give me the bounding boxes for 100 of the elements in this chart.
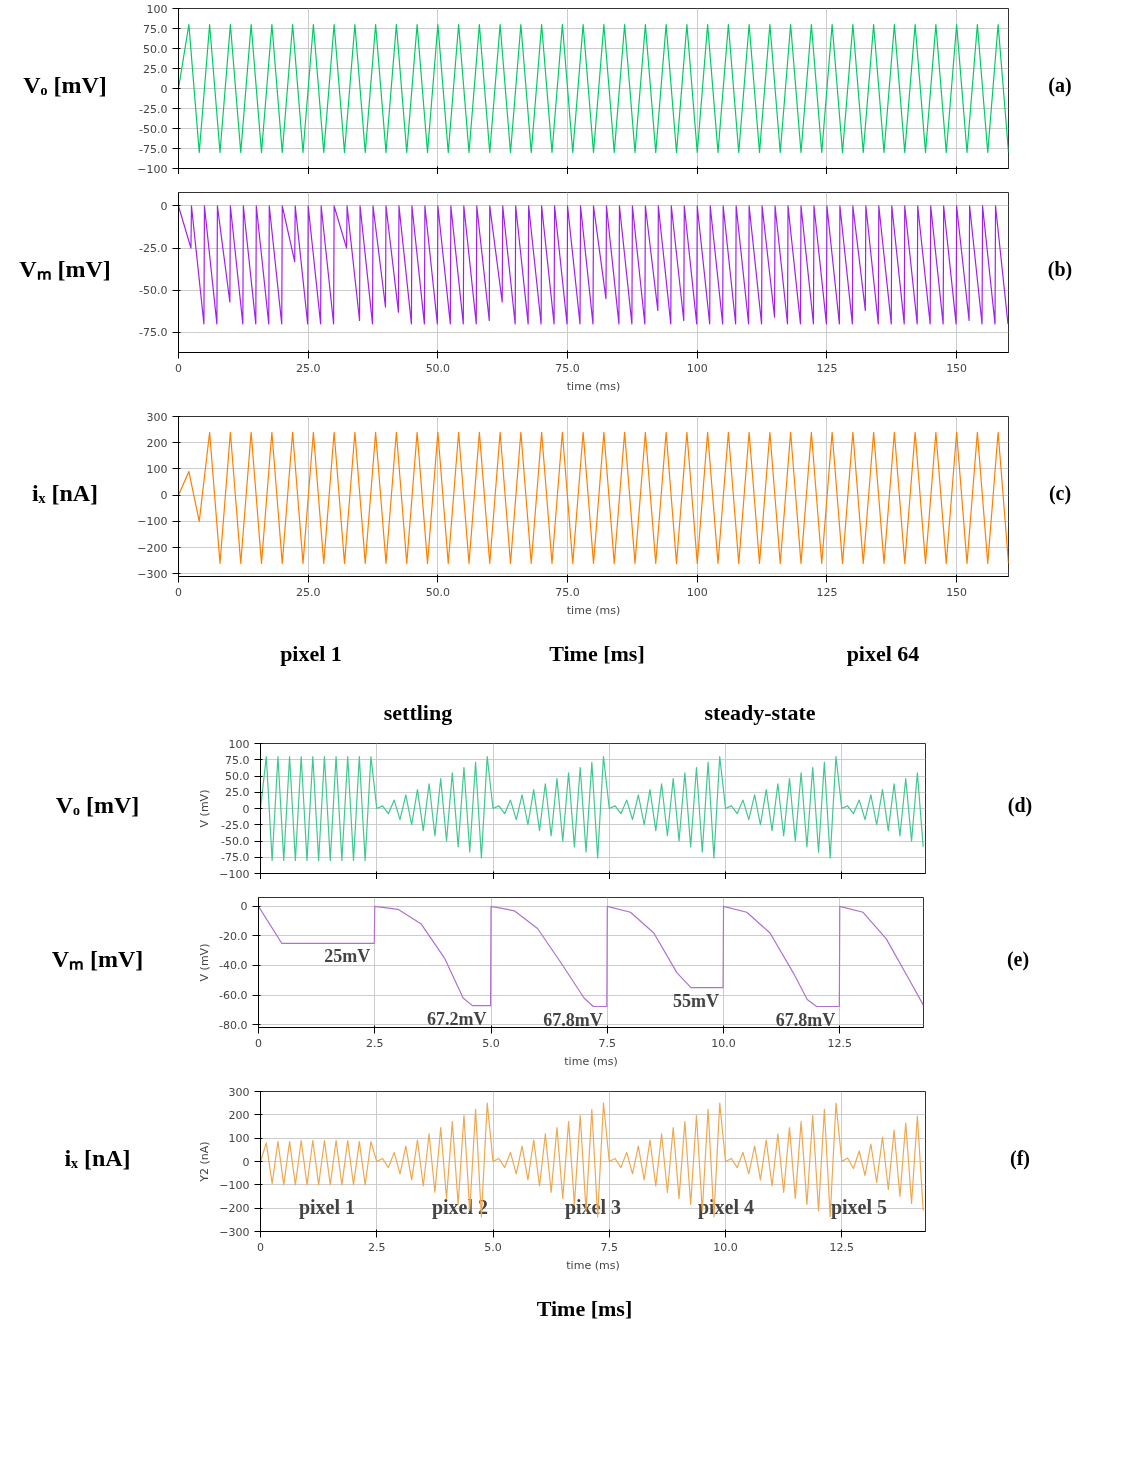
text: Time [ms] bbox=[549, 640, 645, 668]
y-tick-label: −200 bbox=[137, 541, 168, 555]
annotation: pixel 5 bbox=[830, 1195, 888, 1219]
y-tick-label: -25.0 bbox=[221, 818, 250, 832]
text: Vₒ [mV] bbox=[55, 791, 140, 820]
x-tick-label: 5.0 bbox=[484, 1240, 502, 1254]
x-tick-label: 10.0 bbox=[713, 1240, 738, 1254]
y-tick-label: −100 bbox=[137, 515, 168, 529]
x-tick-label: 0 bbox=[175, 585, 182, 599]
y-axis-title: V (mV) bbox=[198, 943, 212, 982]
y-tick-label: 0 bbox=[160, 489, 168, 503]
y-tick-label: 25.0 bbox=[225, 786, 250, 800]
y-tick-label: -50.0 bbox=[139, 122, 168, 136]
text: (f) bbox=[1010, 1146, 1030, 1172]
x-tick-label: 125 bbox=[816, 361, 838, 375]
text: steady-state bbox=[704, 699, 816, 727]
y-tick-label: 200 bbox=[146, 436, 168, 450]
x-tick-label: 125 bbox=[816, 585, 838, 599]
x-tick-label: 7.5 bbox=[600, 1240, 619, 1254]
y-tick-label: -50.0 bbox=[139, 284, 168, 298]
text: (a) bbox=[1048, 73, 1072, 98]
x-tick-label: 100 bbox=[686, 585, 708, 599]
text: Vₘ [mV] bbox=[51, 945, 144, 974]
line-series bbox=[178, 205, 1009, 325]
annotation: 25mV bbox=[324, 946, 371, 967]
x-tick-label: 25.0 bbox=[295, 585, 321, 599]
y-tick-label: −200 bbox=[219, 1202, 250, 1216]
annotation: 67.8mV bbox=[775, 1009, 836, 1030]
text: pixel 64 bbox=[846, 640, 920, 668]
y-tick-label: −300 bbox=[137, 567, 168, 581]
y-tick-label: 50.0 bbox=[225, 770, 250, 783]
annotation: pixel 1 bbox=[298, 1195, 356, 1219]
x-tick-label: 2.5 bbox=[368, 1240, 386, 1254]
y-tick-label: 300 bbox=[228, 1085, 250, 1099]
x-axis-title: time (ms) bbox=[566, 603, 621, 617]
text: Vₒ [mV] bbox=[23, 71, 107, 100]
y-tick-label: −300 bbox=[219, 1225, 250, 1239]
line-series bbox=[260, 755, 924, 862]
y-tick-label: 0 bbox=[160, 82, 168, 96]
x-tick-label: 0 bbox=[255, 1036, 262, 1050]
x-tick-label: 150 bbox=[946, 361, 968, 375]
y-tick-label: -60.0 bbox=[219, 989, 248, 1002]
y-tick-label: 100 bbox=[146, 462, 168, 476]
text: settling bbox=[383, 699, 453, 727]
x-tick-label: 0 bbox=[257, 1240, 264, 1254]
y-tick-label: 25.0 bbox=[143, 62, 168, 76]
x-tick-label: 10.0 bbox=[711, 1036, 736, 1050]
y-tick-label: -20.0 bbox=[219, 929, 248, 943]
x-tick-label: 12.5 bbox=[829, 1240, 855, 1254]
x-tick-label: 2.5 bbox=[366, 1036, 384, 1050]
annotation: 55mV bbox=[673, 990, 720, 1011]
y-tick-label: 100 bbox=[228, 1132, 250, 1146]
y-tick-label: −100 bbox=[219, 867, 250, 881]
y-tick-label: -50.0 bbox=[221, 835, 250, 848]
y-tick-label: -80.0 bbox=[219, 1018, 248, 1032]
x-tick-label: 50.0 bbox=[425, 585, 451, 599]
text: (d) bbox=[1007, 793, 1033, 819]
y-tick-label: 0 bbox=[242, 802, 250, 816]
y-tick-label: -75.0 bbox=[139, 142, 168, 156]
y-tick-label: -25.0 bbox=[139, 102, 168, 116]
x-tick-label: 5.0 bbox=[482, 1036, 500, 1050]
y-tick-label: 100 bbox=[146, 2, 168, 16]
x-tick-label: 7.5 bbox=[598, 1036, 617, 1050]
text: iₓ [nA] bbox=[31, 479, 99, 508]
y-tick-label: 0 bbox=[160, 199, 168, 213]
x-tick-label: 25.0 bbox=[295, 361, 321, 375]
y-axis-title: V (mV) bbox=[198, 789, 212, 828]
x-tick-label: 100 bbox=[686, 361, 708, 375]
y-tick-label: -75.0 bbox=[221, 851, 250, 865]
x-axis-title: time (ms) bbox=[566, 379, 621, 393]
y-tick-label: −100 bbox=[219, 1178, 250, 1192]
x-tick-label: 75.0 bbox=[555, 585, 580, 599]
line-series bbox=[260, 1102, 924, 1218]
annotation: 67.8mV bbox=[543, 1009, 603, 1030]
y-tick-label: 75.0 bbox=[143, 22, 168, 36]
text: (c) bbox=[1048, 481, 1072, 507]
line-series bbox=[258, 905, 924, 1008]
y-axis-title: Y2 (nA) bbox=[198, 1141, 212, 1183]
x-axis-title: time (ms) bbox=[566, 1258, 620, 1272]
text: Time [ms] bbox=[536, 1295, 633, 1323]
y-tick-label: 0 bbox=[240, 900, 248, 914]
y-tick-label: −100 bbox=[137, 162, 168, 176]
annotation: 67.2mV bbox=[427, 1008, 487, 1029]
line-series bbox=[178, 431, 1009, 564]
x-tick-label: 50.0 bbox=[425, 361, 451, 375]
text: Vₘ [mV] bbox=[19, 255, 111, 284]
x-tick-label: 12.5 bbox=[827, 1036, 853, 1050]
x-tick-label: 0 bbox=[175, 361, 182, 375]
x-tick-label: 75.0 bbox=[555, 361, 580, 375]
y-tick-label: 0 bbox=[242, 1155, 250, 1169]
y-tick-label: 50.0 bbox=[143, 42, 168, 56]
x-tick-label: 150 bbox=[946, 585, 968, 599]
y-tick-label: 100 bbox=[228, 737, 250, 751]
y-tick-label: 300 bbox=[146, 410, 168, 424]
y-tick-label: -25.0 bbox=[139, 242, 168, 256]
y-tick-label: 75.0 bbox=[225, 753, 250, 767]
text: (b) bbox=[1047, 257, 1073, 283]
text: (e) bbox=[1006, 947, 1030, 973]
y-tick-label: 200 bbox=[228, 1108, 250, 1122]
x-axis-title: time (ms) bbox=[564, 1054, 618, 1068]
